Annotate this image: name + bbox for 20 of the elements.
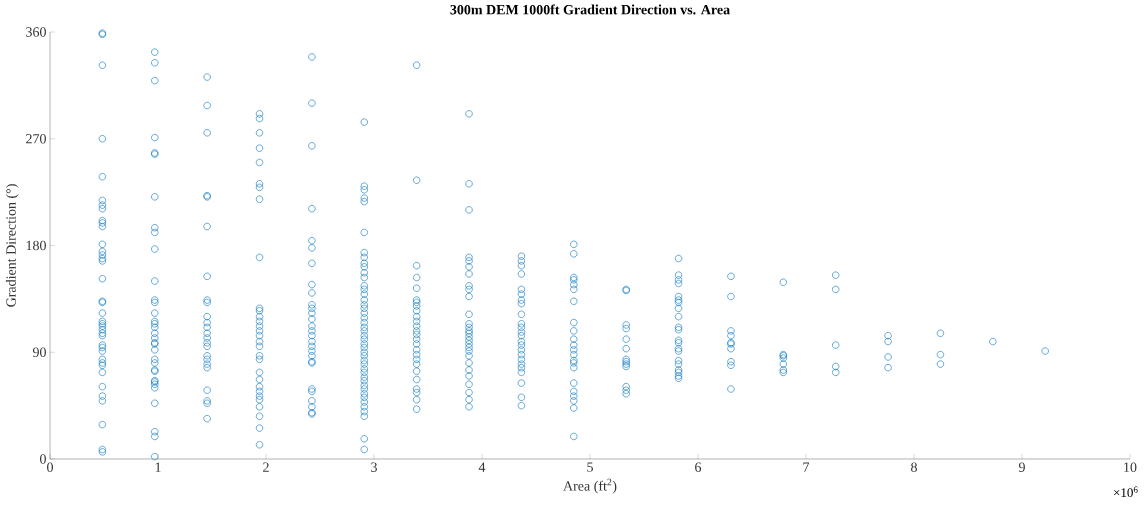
x-tick-label: 9 bbox=[1018, 462, 1025, 472]
x-tick-label: 10 bbox=[1124, 462, 1137, 472]
x-tick-label: 2 bbox=[263, 462, 269, 472]
x-tick-label: 0 bbox=[47, 462, 53, 472]
y-tick-label: 0 bbox=[40, 454, 46, 464]
x-tick-label: 7 bbox=[803, 462, 810, 472]
x-tick-label: 1 bbox=[155, 462, 161, 472]
y-tick-label: 180 bbox=[26, 240, 46, 251]
chart-title: 300m DEM 1000ft Gradient Direction vs. Area bbox=[450, 4, 730, 15]
y-tick-label: 90 bbox=[32, 347, 46, 357]
text: ×10$^{6}$ bbox=[1114, 486, 1138, 498]
x-tick-label: 6 bbox=[695, 462, 702, 472]
y-tick-label: 360 bbox=[26, 27, 46, 37]
x-tick-label: 4 bbox=[478, 462, 486, 472]
x-tick-label: 5 bbox=[587, 462, 593, 472]
x-tick-label: 8 bbox=[911, 462, 917, 472]
y-tick-label: 270 bbox=[26, 134, 46, 144]
x-tick-label: 3 bbox=[371, 462, 377, 472]
y-axis-title: Gradient Direction (°) bbox=[5, 184, 19, 307]
x-axis-title: Area (ft$^{2}$) bbox=[563, 478, 617, 494]
